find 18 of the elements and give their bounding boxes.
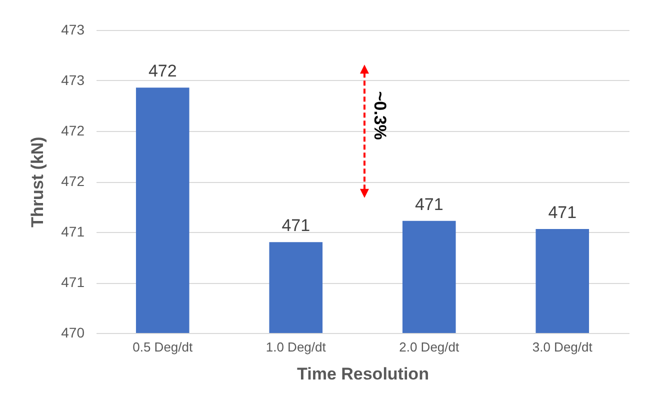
y-tick-label: 471: [61, 274, 85, 290]
y-tick-label: 470: [61, 324, 85, 340]
data-label: 472: [148, 62, 177, 81]
x-axis-title: Time Resolution: [297, 364, 429, 384]
x-tick-label: 1.0 Deg/dt: [266, 340, 326, 354]
data-label: 471: [548, 202, 577, 222]
data-label: 471: [282, 216, 310, 236]
y-tick-label: 472: [61, 122, 85, 138]
y-tick-label: 473: [61, 22, 85, 38]
y-tick-label: 472: [61, 173, 85, 189]
y-tick-label: 473: [61, 72, 85, 88]
y-tick-label: 471: [61, 224, 85, 240]
x-tick-label: 0.5 Deg/dt: [132, 340, 193, 354]
y-axis-title: Thrust (kN): [28, 136, 48, 228]
data-label: 471: [414, 194, 444, 214]
annotation: ~0.3%: [370, 91, 390, 140]
x-tick-label: 3.0 Deg/dt: [532, 340, 593, 354]
x-tick-label: 2.0 Deg/dt: [399, 340, 460, 354]
